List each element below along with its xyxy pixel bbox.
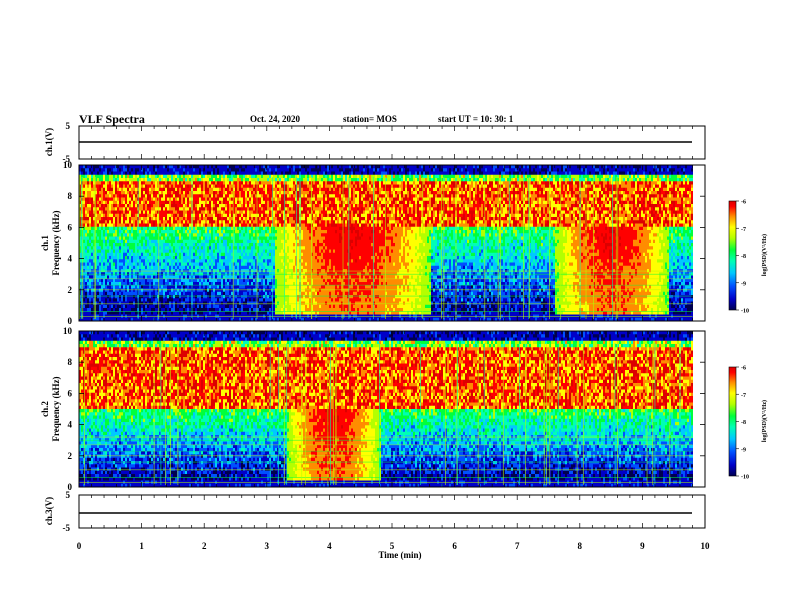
x-tick-label: 8	[578, 541, 583, 551]
x-tick-label: 2	[202, 541, 207, 551]
ch1-colorbar: log(PSD)(V²/Hz)	[729, 201, 768, 310]
ch1-voltage-panel: ch.1(V)	[44, 126, 705, 159]
colorbar-tick-label: -6	[741, 366, 746, 372]
station-label: station= MOS	[343, 114, 397, 124]
colorbar-tick-label: -7	[741, 393, 746, 399]
x-tick-label: 3	[265, 541, 270, 551]
y-tick-label: 5	[66, 121, 71, 131]
colorbar-tick-label: -9	[741, 447, 746, 453]
colorbar-tick-label: -10	[741, 475, 749, 481]
figure-title: VLF Spectra	[79, 112, 145, 127]
ch3-voltage-panel: ch.3(V)	[44, 495, 705, 528]
x-tick-label: 7	[515, 541, 520, 551]
ch2-colorbar: log(PSD)(V²/Hz)	[729, 367, 768, 476]
date-label: Oct. 24, 2020	[250, 114, 300, 124]
y-tick-label: 8	[68, 357, 73, 367]
ch2-spectrogram-panel: ch.2 Frequency (kHz)	[40, 331, 705, 487]
ch1-spectrogram-ylabel-freq: Frequency (kHz)	[51, 210, 61, 275]
colorbar-tick-label: -9	[741, 281, 746, 287]
ch2-spectrogram-ylabel-freq: Frequency (kHz)	[51, 376, 61, 441]
ch1-spectrogram-ylabel: ch.1	[40, 235, 50, 251]
x-tick-label: 9	[640, 541, 645, 551]
x-tick-label: 0	[77, 541, 82, 551]
ch1-spectrogram-image	[79, 165, 693, 321]
x-tick-label: 10	[701, 541, 711, 551]
ch1-colorbar-label: log(PSD)(V²/Hz)	[761, 234, 768, 276]
x-axis-label: Time (min)	[378, 550, 421, 560]
y-tick-label: -5	[63, 154, 71, 164]
y-tick-label: 2	[68, 285, 73, 295]
x-tick-label: 4	[327, 541, 332, 551]
ch2-colorbar-label: log(PSD)(V²/Hz)	[761, 400, 768, 442]
ch1-spectrogram-panel: ch.1 Frequency (kHz)	[40, 165, 705, 321]
y-tick-label: 8	[68, 191, 73, 201]
colorbar-tick-label: -6	[741, 200, 746, 206]
y-tick-label: 5	[66, 490, 71, 500]
ch3-voltage-ylabel: ch.3(V)	[44, 497, 54, 525]
y-tick-label: 4	[68, 254, 73, 264]
y-tick-label: 2	[68, 451, 73, 461]
ch1-voltage-ylabel: ch.1(V)	[44, 128, 54, 156]
x-tick-label: 6	[452, 541, 457, 551]
colorbar-tick-label: -8	[741, 420, 746, 426]
colorbar-tick-label: -8	[741, 254, 746, 260]
ch2-spectrogram-ylabel: ch.2	[40, 401, 50, 417]
y-tick-label: -5	[63, 523, 71, 533]
y-tick-label: 6	[68, 222, 73, 232]
y-tick-label: 0	[68, 316, 73, 326]
start-time-label: start UT = 10: 30: 1	[438, 114, 513, 124]
colorbar-tick-label: -10	[741, 309, 749, 315]
y-tick-label: 4	[68, 420, 73, 430]
y-tick-label: 10	[63, 326, 73, 336]
colorbar-tick-label: -7	[741, 227, 746, 233]
x-tick-label: 1	[139, 541, 144, 551]
y-tick-label: 6	[68, 388, 73, 398]
ch2-spectrogram-image	[79, 331, 693, 487]
